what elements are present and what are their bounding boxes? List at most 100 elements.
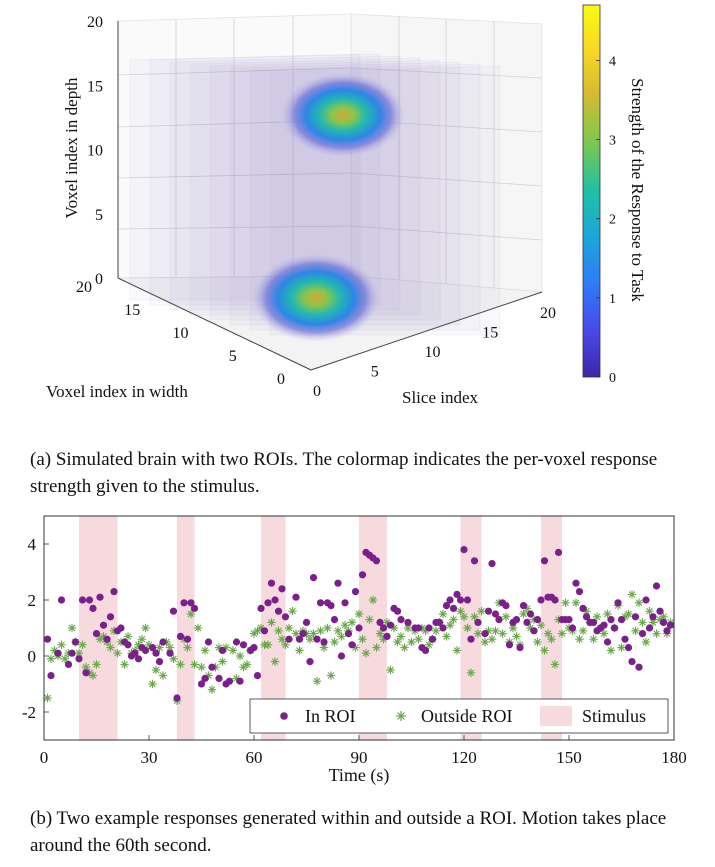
in-roi-point	[393, 607, 402, 615]
outside-roi-point	[396, 632, 406, 641]
in-roi-point	[600, 621, 608, 629]
outside-roi-point	[578, 626, 588, 635]
in-roi-point	[470, 557, 479, 565]
in-roi-point	[456, 596, 465, 604]
in-roi-point	[176, 632, 185, 640]
outside-roi-point	[575, 635, 584, 644]
in-roi-point	[649, 613, 657, 621]
in-roi-point	[467, 635, 475, 643]
colorbar-tick-label: 2	[609, 213, 616, 228]
outside-roi-point	[365, 615, 374, 624]
in-roi-point	[225, 677, 234, 685]
outside-roi-point	[501, 612, 511, 621]
outside-roi-point	[337, 632, 346, 641]
in-roi-point	[659, 618, 668, 626]
in-roi-point	[250, 644, 258, 652]
depth-tick-label: 20	[87, 14, 103, 31]
outside-roi-point	[123, 632, 133, 641]
width-tick-label: 15	[124, 302, 140, 319]
in-roi-point	[257, 604, 265, 612]
in-roi-point	[446, 596, 454, 604]
in-roi-point	[442, 602, 451, 610]
in-roi-point	[383, 632, 391, 640]
outside-roi-point	[536, 621, 546, 630]
outside-roi-point	[295, 646, 304, 655]
legend-label-stimulus: Stimulus	[582, 706, 646, 726]
in-roi-point	[397, 616, 405, 624]
outside-roi-point	[473, 629, 483, 638]
outside-roi-point	[78, 640, 87, 649]
in-roi-point	[106, 613, 115, 621]
outside-roi-point	[169, 654, 178, 663]
in-roi-point	[526, 610, 535, 618]
in-roi-point	[488, 560, 496, 568]
in-roi-point	[414, 624, 423, 632]
width-tick-label: 5	[229, 348, 237, 365]
in-roi-point	[572, 579, 580, 587]
outside-roi-point	[193, 623, 203, 633]
in-roi-point	[71, 638, 80, 646]
outside-roi-point	[197, 663, 206, 672]
in-roi-point	[551, 596, 559, 604]
outside-roi-point	[533, 637, 542, 647]
outside-roi-point	[316, 626, 325, 635]
outside-roi-point	[557, 629, 567, 638]
in-roi-point	[292, 593, 300, 601]
outside-roi-point	[113, 649, 122, 658]
slice-tick-label: 15	[482, 325, 498, 342]
outside-roi-point	[659, 612, 668, 621]
in-roi-point	[421, 646, 430, 654]
width-axis-label: Voxel index in width	[46, 382, 188, 401]
outside-roi-point	[477, 607, 486, 616]
outside-roi-point	[333, 626, 343, 635]
in-roi-point	[285, 635, 293, 643]
legend: In ROI Outside ROI Stimulus	[249, 698, 669, 734]
depth-tick-label: 15	[87, 78, 103, 95]
outside-roi-point	[372, 643, 381, 652]
outside-roi-point	[361, 649, 371, 658]
outside-roi-point	[519, 609, 528, 619]
in-roi-point	[474, 618, 482, 626]
outside-roi-point	[284, 623, 294, 633]
in-roi-point	[621, 635, 629, 643]
in-roi-point	[85, 596, 94, 604]
outside-roi-point	[547, 635, 556, 644]
in-roi-point	[348, 641, 356, 649]
in-roi-point	[502, 602, 510, 610]
depth-tick-label: 5	[95, 207, 103, 224]
outside-roi-point	[592, 612, 602, 621]
in-roi-point	[68, 649, 76, 657]
outside-roi-point	[438, 609, 448, 619]
outside-roi-point	[263, 640, 273, 649]
outside-roi-point	[291, 629, 301, 638]
in-roi-point	[428, 635, 437, 643]
in-roi-point	[75, 655, 83, 663]
in-roi-point	[631, 613, 640, 621]
outside-roi-point	[393, 637, 402, 647]
outside-roi-point	[624, 609, 633, 619]
colorbar-tick-label: 4	[609, 54, 616, 69]
in-roi-point	[267, 579, 276, 587]
in-roi-point	[453, 590, 461, 598]
in-roi-point	[603, 638, 612, 646]
x-tick-label: 120	[451, 748, 477, 767]
in-roi-point	[666, 621, 675, 629]
in-roi-point	[533, 616, 542, 624]
colorbar-label: Strength of the Response to Task	[628, 78, 647, 302]
outside-roi-point	[151, 665, 161, 675]
in-roi-point	[152, 649, 160, 657]
in-roi-point	[624, 644, 633, 652]
in-roi-point	[519, 602, 528, 610]
outside-roi-point	[155, 643, 164, 652]
legend-label-outside-roi: Outside ROI	[421, 706, 513, 726]
in-roi-point	[617, 616, 626, 624]
in-roi-point	[516, 644, 524, 652]
in-roi-point	[218, 646, 227, 654]
x-tick-label: 180	[661, 748, 687, 767]
in-roi-point	[582, 613, 591, 621]
stimulus-block	[177, 516, 195, 740]
in-roi-point	[148, 644, 157, 652]
outside-roi-point	[452, 646, 462, 655]
outside-roi-point	[603, 609, 612, 619]
